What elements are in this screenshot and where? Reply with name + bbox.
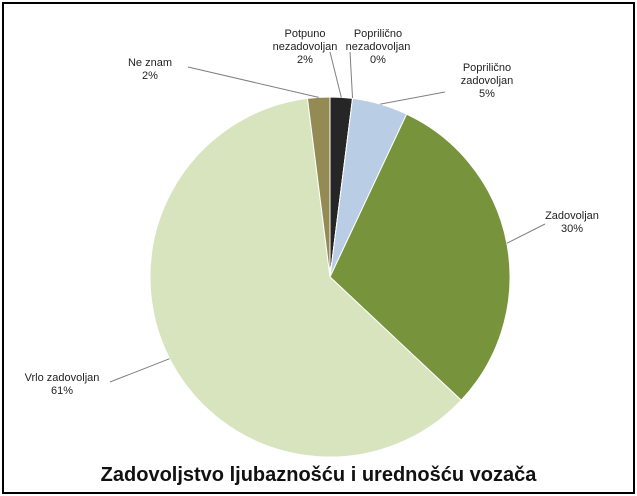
leader-line: [380, 91, 446, 105]
leader-line: [506, 223, 546, 244]
category-label: Potpuno nezadovoljan: [272, 28, 338, 53]
data-label: Poprilično nezadovoljan 0%: [333, 28, 423, 67]
data-label: Zadovoljan 30%: [537, 210, 607, 236]
data-label: Potpuno nezadovoljan 2%: [260, 28, 350, 67]
leader-line: [109, 358, 170, 383]
category-label: Vrlo zadovoljan: [24, 372, 100, 384]
leader-line: [349, 51, 354, 99]
value-label: 0%: [370, 54, 386, 66]
leader-line: [187, 66, 319, 98]
leader-line: [329, 51, 342, 98]
pie-slice: [329, 113, 511, 401]
category-label: Ne znam: [127, 57, 173, 69]
value-label: 30%: [560, 223, 584, 235]
category-label: Poprilično nezadovoljan: [345, 28, 411, 53]
value-label: 5%: [479, 88, 495, 100]
value-label: 2%: [297, 54, 313, 66]
value-label: 2%: [142, 70, 158, 82]
value-label: 61%: [50, 385, 74, 397]
data-label: Poprilično zadovoljan 5%: [447, 62, 527, 101]
pie-slice: [306, 96, 331, 278]
chart-title: Zadovoljstvo ljubaznošću i urednošću voz…: [100, 464, 537, 486]
category-label: Zadovoljan: [545, 210, 599, 222]
data-label: Ne znam 2%: [115, 57, 185, 83]
data-label: Vrlo zadovoljan 61%: [7, 372, 117, 398]
category-label: Poprilično zadovoljan: [460, 62, 514, 87]
